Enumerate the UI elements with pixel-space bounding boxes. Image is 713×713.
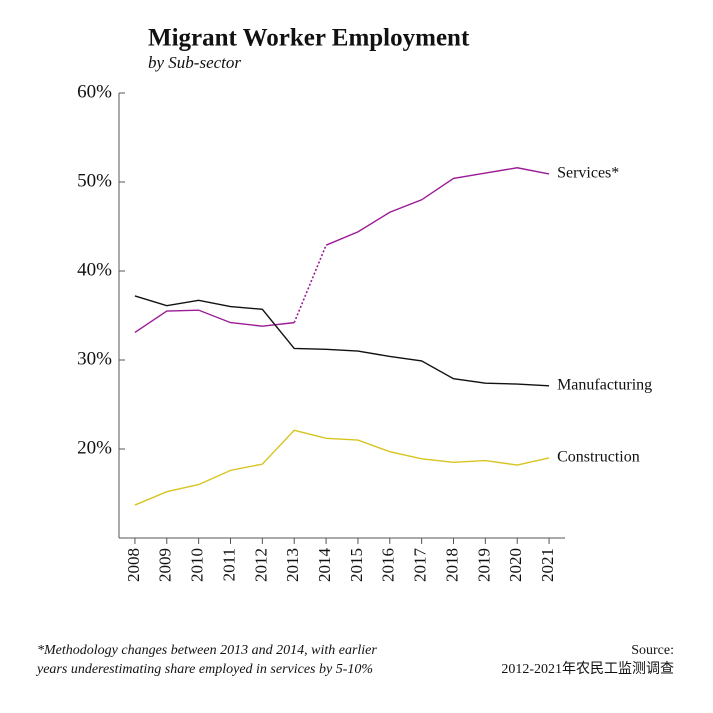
series-label: Manufacturing [557,376,652,393]
y-tick-label: 40% [77,259,112,280]
source: 2012-2021年农民工监测调查 [501,661,674,677]
x-tick-label: 2010 [188,548,207,582]
source: Source: [631,643,674,658]
x-tick-label: 2016 [379,548,398,582]
series-label: Construction [557,449,640,466]
x-tick-label: 2017 [411,548,430,583]
x-tick-label: 2014 [315,548,334,583]
series-label: Services* [557,165,619,182]
chart-title: Migrant Worker Employment [148,25,470,52]
x-tick-label: 2009 [156,548,175,582]
line-series [325,167,550,246]
x-tick-label: 2020 [506,548,525,582]
x-tick-label: 2015 [347,548,366,582]
x-tick-label: 2011 [219,548,238,581]
line-series [134,429,550,506]
y-tick-label: 20% [77,437,112,458]
x-tick-label: 2008 [124,548,143,582]
x-tick-label: 2013 [283,548,302,582]
footnote: *Methodology changes between 2013 and 20… [37,643,377,658]
chart-subtitle: by Sub-sector [148,53,241,72]
y-tick-label: 50% [77,170,112,191]
x-tick-label: 2021 [538,548,557,582]
line-dotted-segment [293,244,327,323]
line-series [134,309,295,333]
footnote: years underestimating share employed in … [35,662,373,677]
x-tick-label: 2012 [251,548,270,582]
y-tick-label: 60% [77,81,112,102]
line-series [134,295,550,387]
x-tick-label: 2019 [474,548,493,582]
y-tick-label: 30% [77,348,112,369]
x-tick-label: 2018 [442,548,461,582]
